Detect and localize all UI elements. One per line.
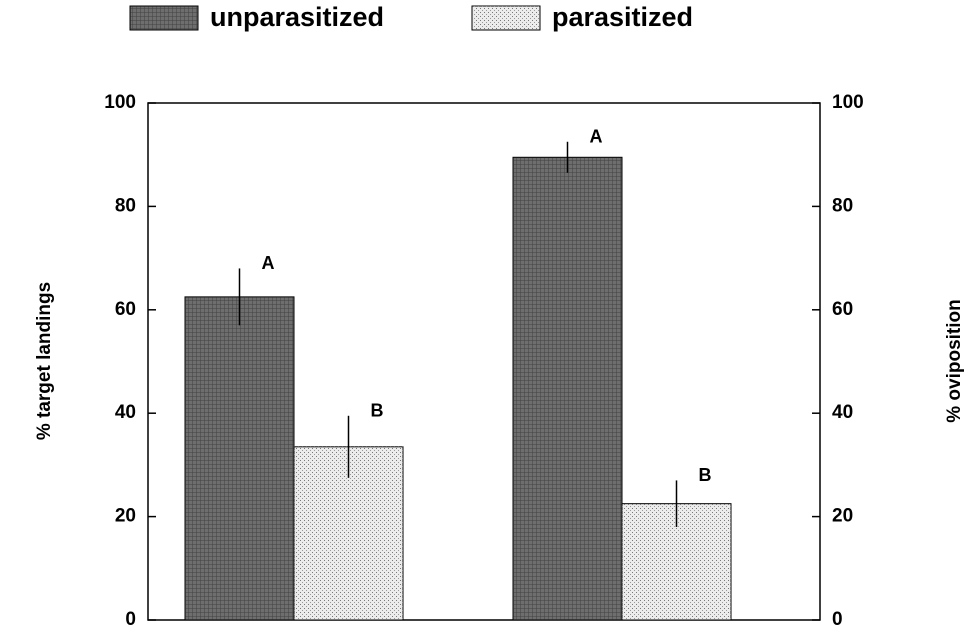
bar-texture — [185, 296, 294, 620]
bar-texture — [513, 157, 622, 620]
y2-axis-title: % oviposition — [944, 299, 965, 423]
y2-tick-label: 80 — [832, 195, 853, 216]
y-tick-label: 80 — [115, 195, 136, 216]
y2-tick-label: 0 — [832, 609, 843, 630]
significance-label: B — [699, 465, 712, 485]
significance-label: B — [371, 401, 384, 421]
plot-frame — [147, 102, 821, 621]
significance-label: A — [590, 127, 603, 147]
y-tick-label: 60 — [115, 299, 136, 320]
y-tick-label: 40 — [115, 402, 136, 423]
legend-swatch-texture — [472, 6, 540, 30]
legend-label: unparasitized — [210, 2, 384, 32]
y2-tick-label: 100 — [832, 92, 864, 113]
y-tick-label: 20 — [115, 506, 136, 527]
significance-label: A — [262, 253, 275, 273]
y-tick-label: 0 — [125, 609, 136, 630]
y-tick-label: 100 — [104, 92, 136, 113]
legend-label: parasitized — [552, 2, 693, 32]
y2-tick-label: 40 — [832, 402, 853, 423]
y-axis-title: % target landings — [34, 282, 55, 440]
y2-tick-label: 20 — [832, 506, 853, 527]
y2-tick-label: 60 — [832, 299, 853, 320]
legend-swatch-texture — [130, 6, 198, 30]
